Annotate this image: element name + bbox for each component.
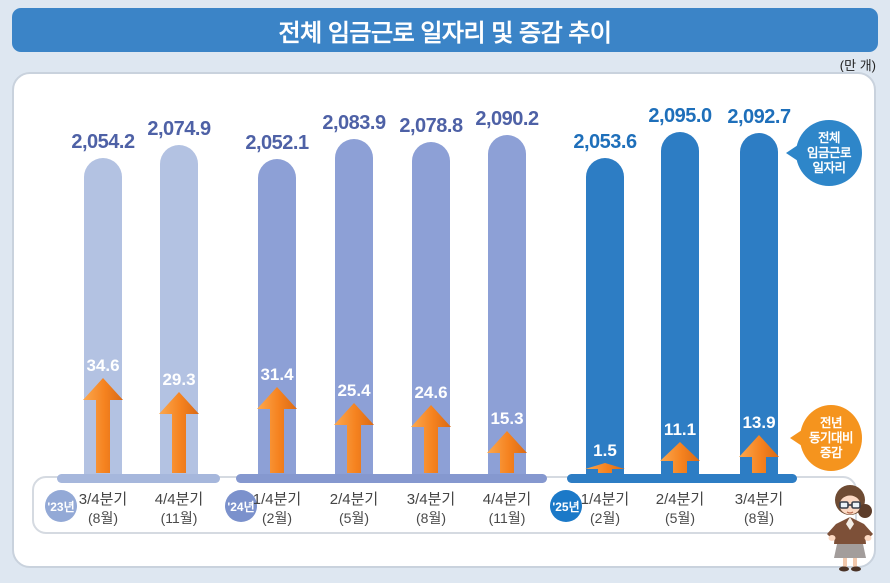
bar-value-label: 2,053.6	[573, 131, 637, 153]
month-text: (11월)	[160, 510, 198, 526]
quarter-text: 2/4분기	[655, 491, 705, 508]
change-bubble-line: 전년	[819, 415, 843, 430]
quarter-text: 4/4분기	[154, 491, 204, 508]
change-value-label: 25.4	[337, 381, 371, 400]
chart-bar	[661, 132, 699, 474]
change-value-label: 13.9	[742, 413, 776, 432]
change-value-label: 29.3	[162, 370, 196, 389]
jobs-bubble-line: 임금근로	[806, 145, 852, 160]
change-bubble-line: 증감	[819, 445, 843, 460]
bar-value-label: 2,054.2	[71, 131, 135, 153]
change-arrow-icon	[585, 463, 625, 473]
change-value-label: 11.1	[663, 420, 697, 439]
year-group-pedestal	[567, 474, 797, 483]
quarter-label: 3/4분기 (8월)	[709, 491, 809, 528]
year-badge: '25년	[550, 490, 582, 522]
quarter-text: 1/4분기	[580, 491, 630, 508]
bar-value-label: 2,092.7	[727, 106, 791, 128]
quarter-text: 4/4분기	[482, 491, 532, 508]
month-text: (2월)	[590, 510, 620, 526]
change-arrow-icon	[257, 387, 297, 473]
quarter-text: 3/4분기	[406, 491, 456, 508]
quarter-label: 2/4분기 (5월)	[630, 491, 730, 528]
quarter-label: 1/4분기 (2월)	[555, 491, 655, 528]
change-value-label: 34.6	[86, 356, 120, 375]
chart-bar	[586, 158, 624, 474]
change-arrow-icon	[739, 435, 779, 473]
quarter-label: 3/4분기 (8월)	[381, 491, 481, 528]
chart-bar	[488, 135, 526, 474]
jobs-bubble-line: 전체	[817, 130, 841, 145]
month-text: (5월)	[665, 510, 695, 526]
bubble-tail-icon	[790, 430, 802, 446]
change-arrow-icon	[159, 392, 199, 473]
year-group-pedestal	[236, 474, 547, 483]
year-badge: '23년	[45, 490, 77, 522]
bar-value-label: 2,083.9	[322, 112, 386, 134]
quarter-label: 2/4분기 (5월)	[304, 491, 404, 528]
change-arrow-icon	[334, 403, 374, 473]
bubble-tail-icon	[786, 145, 798, 161]
quarter-label: 1/4분기 (2월)	[227, 491, 327, 528]
month-text: (8월)	[744, 510, 774, 526]
change-arrow-icon	[660, 442, 700, 473]
change-bubble-line: 동기대비	[808, 430, 854, 445]
change-arrow-icon	[83, 378, 123, 473]
bar-value-label: 2,074.9	[147, 118, 211, 140]
month-text: (8월)	[88, 510, 118, 526]
jobs-legend-bubble: 전체 임금근로 일자리	[786, 120, 862, 186]
quarter-label: 4/4분기 (11월)	[457, 491, 557, 528]
chart-bar	[740, 133, 778, 474]
jobs-bubble-line: 일자리	[812, 160, 846, 175]
unit-label: (만 개)	[839, 58, 876, 73]
change-legend-bubble: 전년 동기대비 증감	[790, 405, 862, 471]
bar-value-label: 2,090.2	[475, 108, 539, 130]
change-arrow-icon	[411, 405, 451, 473]
change-value-label: 24.6	[414, 383, 448, 402]
quarter-label: 3/4분기 (8월)	[53, 491, 153, 528]
change-value-label: 1.5	[593, 441, 617, 460]
month-text: (11월)	[488, 510, 526, 526]
bar-value-label: 2,078.8	[399, 115, 463, 137]
bar-value-label: 2,052.1	[245, 132, 309, 154]
quarter-label: 4/4분기 (11월)	[129, 491, 229, 528]
year-group-pedestal	[57, 474, 220, 483]
quarter-text: 3/4분기	[78, 491, 128, 508]
change-arrow-icon	[487, 431, 527, 473]
change-value-label: 15.3	[490, 409, 524, 428]
year-badge: '24년	[225, 490, 257, 522]
quarter-text: 3/4분기	[734, 491, 784, 508]
month-text: (5월)	[339, 510, 369, 526]
page-title: 전체 임금근로 일자리 및 증감 추이	[278, 19, 612, 47]
presenter-character-illustration	[827, 485, 873, 572]
title-bar: 전체 임금근로 일자리 및 증감 추이	[12, 8, 878, 52]
quarter-text: 1/4분기	[252, 491, 302, 508]
chart-card: '23년 '24년 '25년 2,054.2 34.6 3/4분기 (8월) 2,074.9 2…	[12, 72, 876, 572]
month-text: (2월)	[262, 510, 292, 526]
month-text: (8월)	[416, 510, 446, 526]
bar-value-label: 2,095.0	[648, 105, 712, 127]
quarter-text: 2/4분기	[329, 491, 379, 508]
change-value-label: 31.4	[260, 365, 294, 384]
